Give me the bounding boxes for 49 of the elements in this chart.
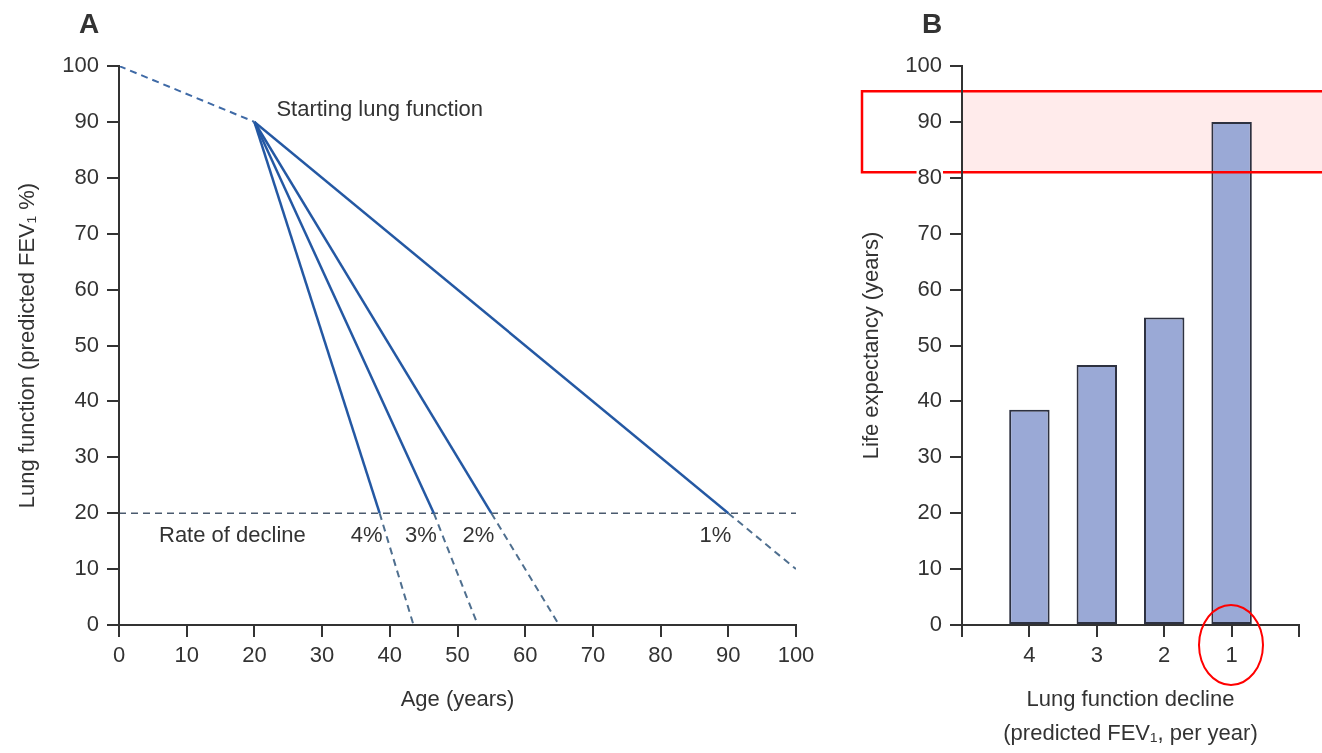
y-tick-label: 100 xyxy=(905,52,942,78)
x-tick-label: 100 xyxy=(777,642,815,668)
x-tick-label: 40 xyxy=(377,642,403,668)
x-tick-label: 60 xyxy=(512,642,538,668)
x-tick-label: 4 xyxy=(1023,642,1036,668)
x-tick-label: 50 xyxy=(445,642,470,668)
y-tick-label: 10 xyxy=(74,555,99,581)
y-tick-label: 0 xyxy=(929,611,942,637)
x-tick-label: 90 xyxy=(716,642,741,668)
y-tick-label: 100 xyxy=(62,52,99,78)
x-tick-label: 70 xyxy=(580,642,606,668)
y-tick-label: 80 xyxy=(917,163,942,189)
y-tick-label: 20 xyxy=(917,499,942,525)
x-axis-title: Lung function decline (predicted FEV₁, per year) xyxy=(1003,685,1258,746)
y-tick-label: 30 xyxy=(74,443,99,469)
y-tick-label: 50 xyxy=(74,331,99,357)
y-tick-label: 0 xyxy=(86,611,99,637)
x-axis-title: Age (years) xyxy=(400,685,515,711)
x-tick-label: 3 xyxy=(1090,642,1103,668)
x-tick-label: 20 xyxy=(242,642,267,668)
chart-title: A xyxy=(79,8,100,39)
y-tick-label: 70 xyxy=(74,219,99,245)
series-label: 1% xyxy=(699,522,732,548)
y-tick-label: 50 xyxy=(917,331,942,357)
y-tick-label: 40 xyxy=(917,387,942,413)
x-tick-label: 80 xyxy=(648,642,673,668)
y-tick-label: 20 xyxy=(74,499,99,525)
y-tick-label: 90 xyxy=(917,107,942,133)
x-tick-label: 2 xyxy=(1158,642,1171,668)
ref-line-label: Rate of decline xyxy=(159,522,306,548)
y-tick-label: 90 xyxy=(74,107,99,133)
x-tick-label: 1 xyxy=(1225,642,1238,668)
y-axis-title: Lung function (predicted FEV₁ %) xyxy=(14,182,40,509)
y-tick-label: 30 xyxy=(917,443,942,469)
y-tick-label: 80 xyxy=(74,163,99,189)
y-axis-title: Life expectancy (years) xyxy=(858,231,884,460)
y-tick-label: 10 xyxy=(917,555,942,581)
y-tick-label: 40 xyxy=(74,387,99,413)
series-label: 2% xyxy=(462,522,495,548)
y-tick-label: 60 xyxy=(917,275,942,301)
series-label: 4% xyxy=(350,522,383,548)
x-tick-label: 10 xyxy=(174,642,199,668)
y-tick-label: 70 xyxy=(917,219,942,245)
annotation: Starting lung function xyxy=(276,95,484,121)
x-tick-label: 0 xyxy=(112,642,126,668)
y-tick-label: 60 xyxy=(74,275,99,301)
series-label: 3% xyxy=(405,522,437,548)
chart-title: B xyxy=(922,8,943,39)
x-tick-label: 30 xyxy=(309,642,335,668)
